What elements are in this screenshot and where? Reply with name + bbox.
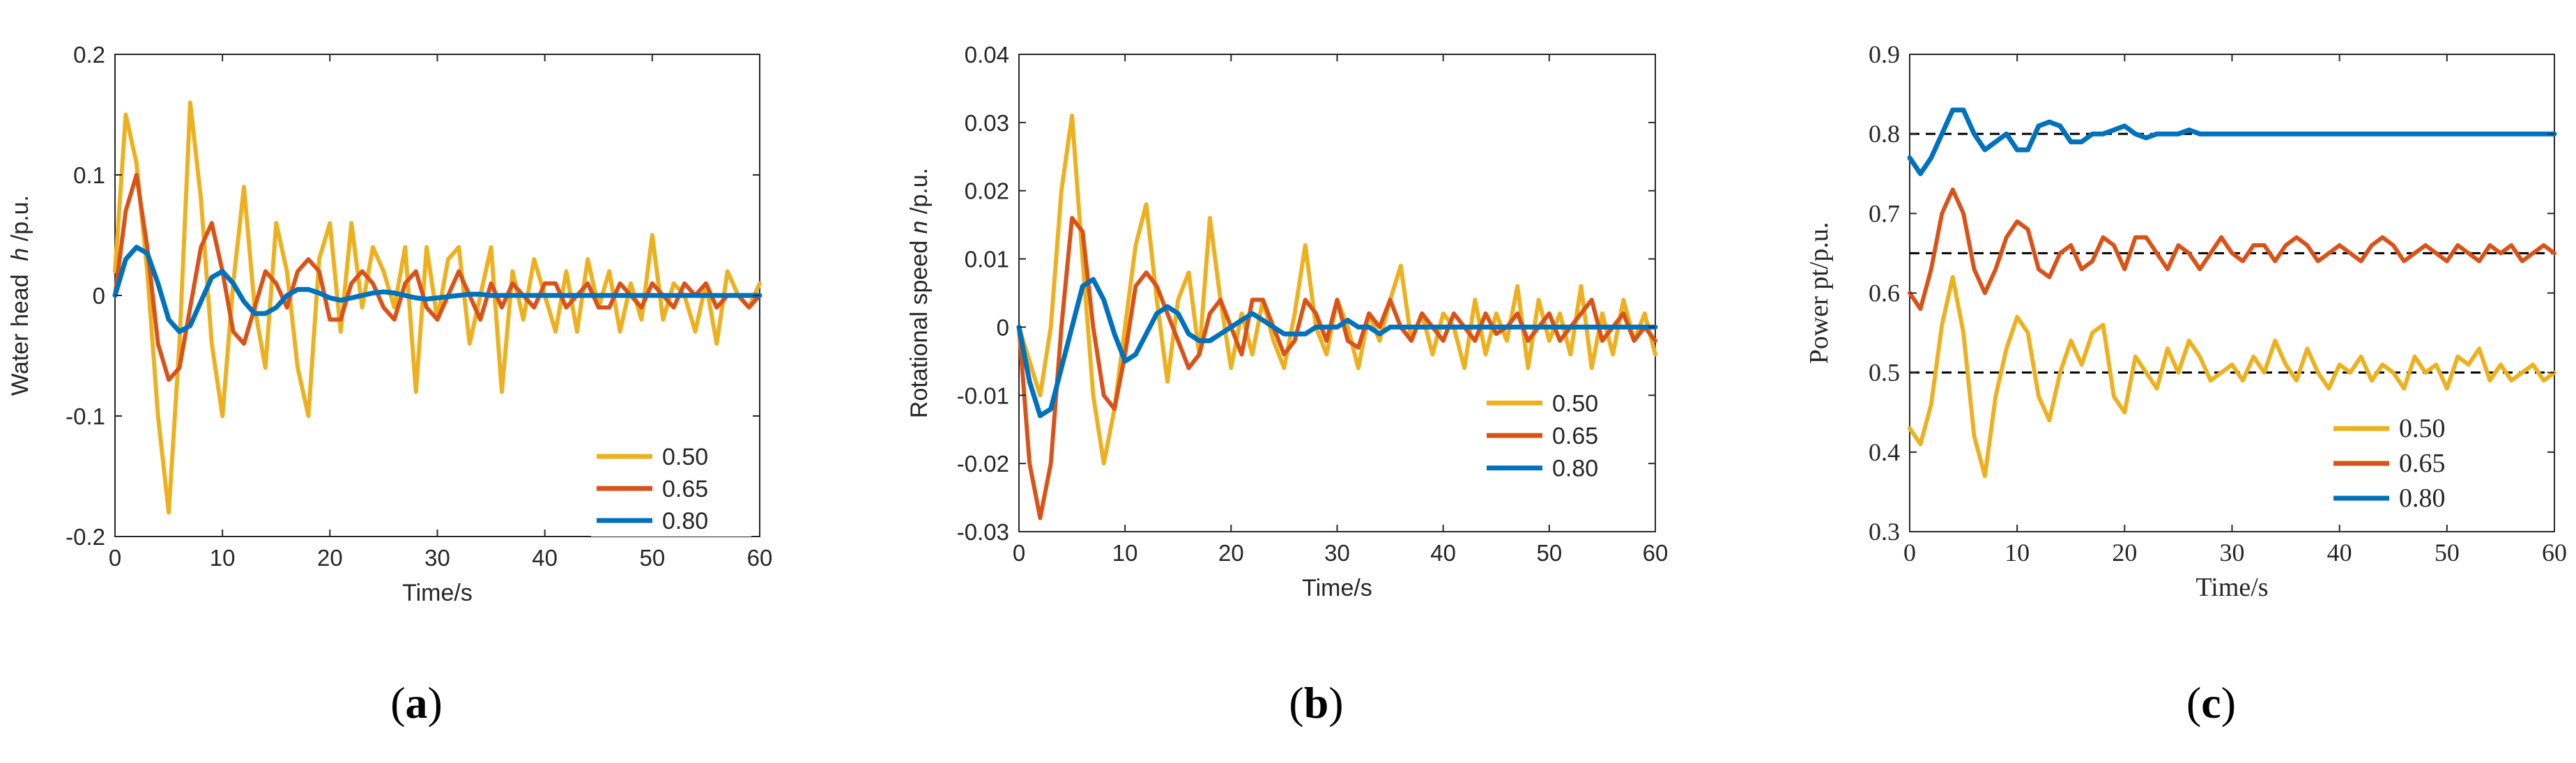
y-tick-label: -0.03 [957, 519, 1009, 545]
y-tick-label: -0.02 [957, 451, 1009, 477]
y-axis-label: Power pt/p.u. [1804, 222, 1834, 364]
legend: 0.50 0.65 0.80 [591, 440, 751, 537]
x-tick-label: 50 [2435, 539, 2460, 567]
x-axis-label: Time/s [402, 580, 473, 606]
x-tick-label: 10 [210, 545, 236, 571]
x-tick-label: 0 [1903, 539, 1916, 567]
panel-label: (a) [390, 678, 443, 727]
x-axis-label: Time/s [2195, 573, 2268, 602]
panel-letter: a [406, 678, 428, 727]
y-tick-label: 0.4 [1869, 438, 1900, 466]
x-tick-label: 40 [1430, 540, 1456, 566]
x-tick-label: 20 [2112, 539, 2137, 567]
y-tick-label: 0.03 [965, 110, 1009, 136]
y-axis-label: Water head h /p.u. [7, 195, 33, 396]
y-axis-label-part: n [906, 221, 933, 234]
y-tick-label: 0.8 [1869, 120, 1900, 148]
x-tick-label: 40 [532, 545, 558, 571]
y-axis-label: Rotational speed n /p.u. [906, 168, 933, 418]
panel-label: (b) [1289, 678, 1343, 727]
y-tick-label: 0.9 [1869, 40, 1900, 68]
panel-letter: c [2201, 678, 2221, 727]
y-tick-label: 0 [93, 283, 105, 309]
chart-panel-b: 0 10 20 30 40 50 60 -0.03 -0.02 -0.01 0 0.01 0.02 0.0… [906, 42, 1668, 727]
y-tick-label: -0.1 [66, 403, 105, 429]
y-tick-label: 0.7 [1869, 199, 1900, 227]
y-axis-label-part: h [7, 248, 33, 261]
y-tick-label: -0.2 [66, 524, 105, 550]
y-tick-label: -0.01 [957, 383, 1009, 408]
chart-panel-c: 0 10 20 30 40 50 60 0.3 0.4 0.5 0.6 0.7 0.8 0.9 Time/s… [1804, 40, 2567, 727]
panel-label: (c) [2186, 678, 2236, 727]
x-axis-label: Time/s [1302, 575, 1372, 601]
legend-label: 0.80 [662, 508, 708, 534]
y-tick-label: 0 [997, 314, 1009, 340]
x-tick-label: 0 [109, 545, 121, 571]
y-tick-label: 0.1 [73, 162, 105, 188]
y-tick-label: 0.2 [73, 42, 105, 68]
x-tick-label: 30 [2220, 539, 2245, 567]
y-axis-label-part: Power pt/p.u. [1804, 222, 1834, 364]
x-tick-label: 60 [1643, 540, 1669, 566]
chart-panel-a: 0 10 20 30 40 50 60 -0.2 -0.1 0 0.1 0.2 Time/s Water … [7, 42, 772, 727]
x-tick-label: 20 [317, 545, 343, 571]
series-line-0-80 [1016, 277, 1658, 419]
y-axis-label-part: /p.u. [906, 168, 933, 221]
legend-label: 0.65 [662, 476, 708, 502]
y-tick-label: 0.6 [1869, 279, 1900, 307]
y-tick-label: 0.5 [1869, 359, 1900, 387]
x-tick-label: 60 [2542, 539, 2567, 567]
y-tick-label: 0.04 [965, 42, 1009, 68]
x-tick-label: 50 [1536, 540, 1562, 566]
x-tick-label: 40 [2327, 539, 2352, 567]
legend-label: 0.80 [2399, 484, 2446, 513]
x-tick-label: 10 [2004, 539, 2030, 567]
y-axis-label-part: Water head [7, 261, 33, 396]
x-tick-label: 50 [639, 545, 665, 571]
legend-label: 0.65 [2399, 449, 2446, 478]
x-tick-label: 10 [1112, 540, 1138, 566]
y-tick-label: 0.02 [965, 178, 1009, 204]
x-tick-label: 30 [424, 545, 450, 571]
series-line-0-80 [1907, 107, 2557, 176]
series-line-0-65 [1017, 215, 1657, 521]
legend-label: 0.80 [1552, 456, 1598, 482]
legend-label: 0.65 [1552, 423, 1598, 449]
legend: 0.50 0.65 0.80 [1481, 387, 1643, 484]
y-axis-label-part: /p.u. [7, 195, 33, 248]
x-tick-label: 0 [1013, 540, 1025, 566]
y-axis-label-part: Rotational speed [906, 233, 933, 418]
x-tick-label: 30 [1324, 540, 1350, 566]
y-tick-label: 0.01 [965, 247, 1009, 272]
series-line-0-80 [112, 245, 762, 334]
legend-label: 0.50 [662, 444, 708, 470]
series-line-0-50 [1908, 275, 2556, 479]
x-tick-label: 20 [1218, 540, 1244, 566]
legend-label: 0.50 [1552, 390, 1598, 417]
series-line-0-65 [1908, 187, 2556, 311]
legend-label: 0.50 [2399, 414, 2446, 443]
panel-letter: b [1304, 678, 1329, 727]
y-tick-label: 0.3 [1869, 518, 1900, 546]
x-tick-label: 60 [747, 545, 773, 571]
legend: 0.50 0.65 0.80 [2328, 411, 2502, 516]
